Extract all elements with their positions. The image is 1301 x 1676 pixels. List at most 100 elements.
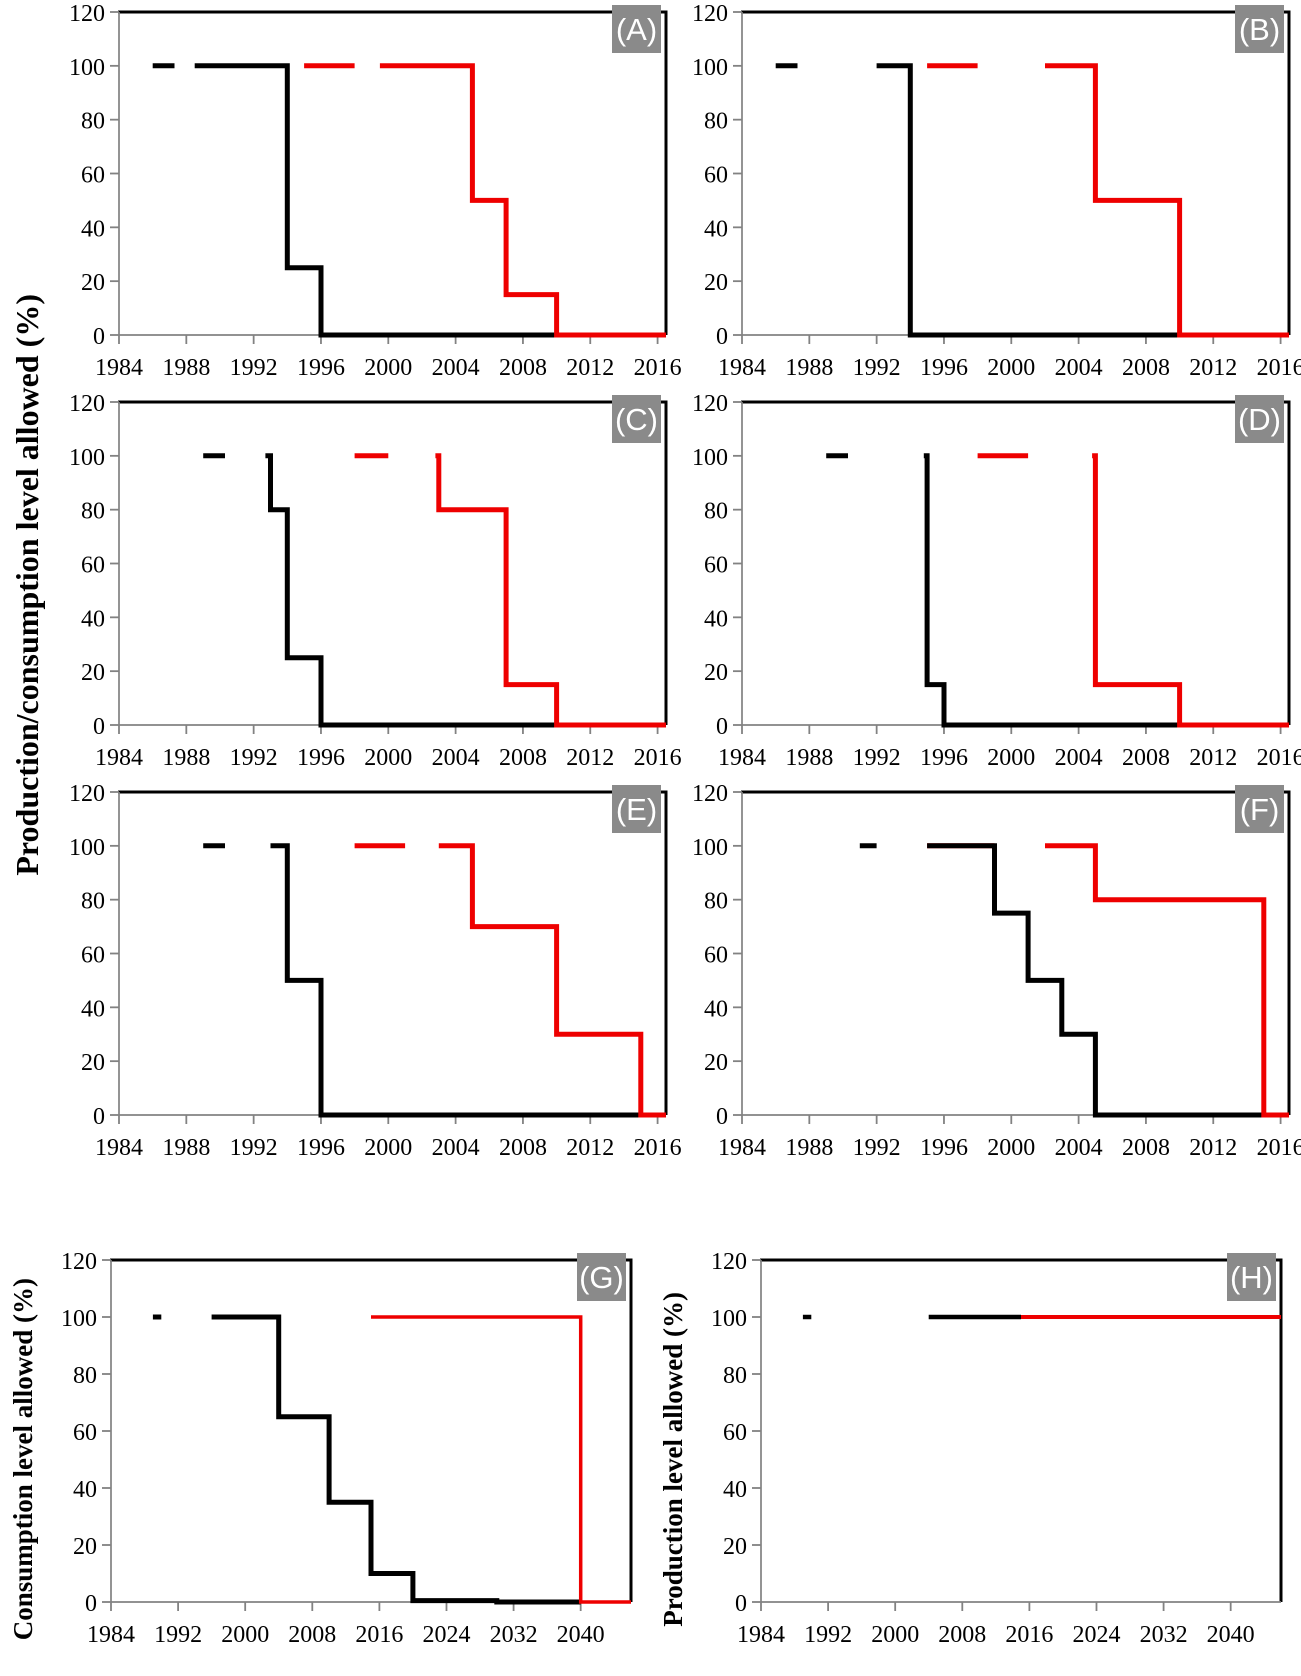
svg-text:120: 120 — [69, 391, 105, 417]
panel-D-plot: 0 20 40 60 80 100 120 1984 1988 1992 1996 2000 2004 2… — [692, 391, 1301, 771]
svg-text:120: 120 — [69, 1, 105, 27]
svg-text:120: 120 — [692, 391, 728, 417]
svg-text:2012: 2012 — [1189, 355, 1237, 381]
panel-E-plot: 0 20 40 60 80 100 120 1984 1988 1992 1996 2000 2004 2… — [69, 781, 682, 1161]
svg-text:1984: 1984 — [95, 745, 143, 771]
svg-text:20: 20 — [73, 1534, 97, 1560]
svg-text:2000: 2000 — [987, 1135, 1035, 1161]
svg-text:0: 0 — [716, 324, 728, 350]
svg-text:1996: 1996 — [920, 745, 968, 771]
bottom-row: Consumption level allowed (%) 0 20 40 60 80 1… — [0, 1244, 1301, 1674]
svg-text:20: 20 — [81, 1050, 105, 1076]
svg-text:2000: 2000 — [364, 1135, 412, 1161]
svg-text:20: 20 — [723, 1534, 747, 1560]
svg-text:2008: 2008 — [1122, 1135, 1170, 1161]
svg-text:2016: 2016 — [634, 355, 682, 381]
svg-text:0: 0 — [716, 714, 728, 740]
svg-text:(F): (F) — [1240, 792, 1280, 827]
svg-text:2012: 2012 — [566, 745, 614, 771]
svg-text:60: 60 — [704, 553, 728, 579]
panel-G: 0 20 40 60 80 100 120 1984 1992 2000 2008 2016 2024 2… — [47, 1244, 647, 1674]
svg-text:80: 80 — [81, 499, 105, 525]
svg-text:1984: 1984 — [95, 1135, 143, 1161]
svg-text:1988: 1988 — [162, 1135, 210, 1161]
svg-text:2012: 2012 — [566, 355, 614, 381]
panel-H-y-axis-label-wrap: Production level allowed (%) — [650, 1244, 697, 1674]
svg-text:2004: 2004 — [1055, 355, 1103, 381]
svg-text:1992: 1992 — [154, 1622, 202, 1648]
svg-text:2008: 2008 — [938, 1622, 986, 1648]
svg-text:80: 80 — [704, 499, 728, 525]
svg-text:2008: 2008 — [499, 745, 547, 771]
svg-text:2000: 2000 — [871, 1622, 919, 1648]
svg-text:1988: 1988 — [162, 745, 210, 771]
panel-H-block: Production level allowed (%) 0 20 40 60 80 10… — [650, 1244, 1300, 1674]
svg-text:1996: 1996 — [920, 355, 968, 381]
svg-text:1996: 1996 — [297, 745, 345, 771]
svg-text:(H): (H) — [1230, 1260, 1273, 1295]
svg-text:40: 40 — [81, 606, 105, 632]
svg-text:100: 100 — [711, 1306, 747, 1332]
panel-F: 0 20 40 60 80 100 120 1984 1988 1992 1996 2000 2004 2… — [678, 780, 1301, 1170]
svg-text:1984: 1984 — [87, 1622, 135, 1648]
panel-C: 0 20 40 60 80 100 120 1984 1988 1992 1996 2000 2004 2… — [55, 390, 682, 780]
panel-A-plot: 0 20 40 60 80 100 120 1984 1988 1992 1996 2000 2004 2… — [69, 1, 682, 381]
svg-text:2032: 2032 — [1140, 1622, 1188, 1648]
svg-text:2032: 2032 — [490, 1622, 538, 1648]
panel-B: 0 20 40 60 80 100 120 1984 1988 1992 1996 2000 2004 2… — [678, 0, 1301, 390]
svg-text:(A): (A) — [616, 12, 657, 47]
svg-text:100: 100 — [69, 835, 105, 861]
svg-text:60: 60 — [704, 943, 728, 969]
svg-text:40: 40 — [81, 216, 105, 242]
svg-text:2000: 2000 — [364, 745, 412, 771]
svg-text:20: 20 — [704, 660, 728, 686]
svg-text:1992: 1992 — [853, 1135, 901, 1161]
panel-E: 0 20 40 60 80 100 120 1984 1988 1992 1996 2000 2004 2… — [55, 780, 682, 1170]
svg-text:80: 80 — [704, 889, 728, 915]
svg-text:0: 0 — [735, 1591, 747, 1617]
svg-text:2000: 2000 — [987, 355, 1035, 381]
svg-text:120: 120 — [711, 1249, 747, 1275]
svg-text:2004: 2004 — [432, 1135, 480, 1161]
svg-text:1992: 1992 — [230, 745, 278, 771]
svg-text:2016: 2016 — [1257, 745, 1301, 771]
svg-text:100: 100 — [692, 55, 728, 81]
svg-text:60: 60 — [81, 553, 105, 579]
svg-text:40: 40 — [704, 996, 728, 1022]
svg-text:2012: 2012 — [566, 1135, 614, 1161]
svg-text:2016: 2016 — [355, 1622, 403, 1648]
svg-text:0: 0 — [85, 1591, 97, 1617]
svg-text:1984: 1984 — [737, 1622, 785, 1648]
svg-text:1984: 1984 — [718, 355, 766, 381]
svg-text:1996: 1996 — [920, 1135, 968, 1161]
svg-text:2012: 2012 — [1189, 1135, 1237, 1161]
svg-text:120: 120 — [692, 781, 728, 807]
svg-text:20: 20 — [704, 270, 728, 296]
panel-G-block: Consumption level allowed (%) 0 20 40 60 80 1… — [0, 1244, 650, 1674]
svg-text:40: 40 — [704, 216, 728, 242]
svg-text:0: 0 — [93, 1104, 105, 1130]
svg-text:80: 80 — [704, 109, 728, 135]
svg-text:1984: 1984 — [718, 1135, 766, 1161]
svg-text:40: 40 — [704, 606, 728, 632]
svg-text:80: 80 — [81, 109, 105, 135]
svg-text:1996: 1996 — [297, 1135, 345, 1161]
svg-text:2040: 2040 — [1207, 1622, 1255, 1648]
panel-H: 0 20 40 60 80 100 120 1984 1992 2000 2008 2016 2024 2… — [697, 1244, 1297, 1674]
svg-text:2008: 2008 — [1122, 355, 1170, 381]
svg-text:1992: 1992 — [230, 355, 278, 381]
svg-text:20: 20 — [81, 270, 105, 296]
svg-text:2004: 2004 — [1055, 1135, 1103, 1161]
svg-text:0: 0 — [93, 324, 105, 350]
svg-text:60: 60 — [723, 1420, 747, 1446]
svg-text:(G): (G) — [579, 1260, 624, 1295]
panel-G-y-axis-label: Consumption level allowed (%) — [8, 1277, 38, 1641]
svg-text:2016: 2016 — [1257, 355, 1301, 381]
svg-text:2040: 2040 — [557, 1622, 605, 1648]
svg-text:2008: 2008 — [499, 355, 547, 381]
panel-C-plot: 0 20 40 60 80 100 120 1984 1988 1992 1996 2000 2004 2… — [69, 391, 682, 771]
svg-text:40: 40 — [723, 1477, 747, 1503]
